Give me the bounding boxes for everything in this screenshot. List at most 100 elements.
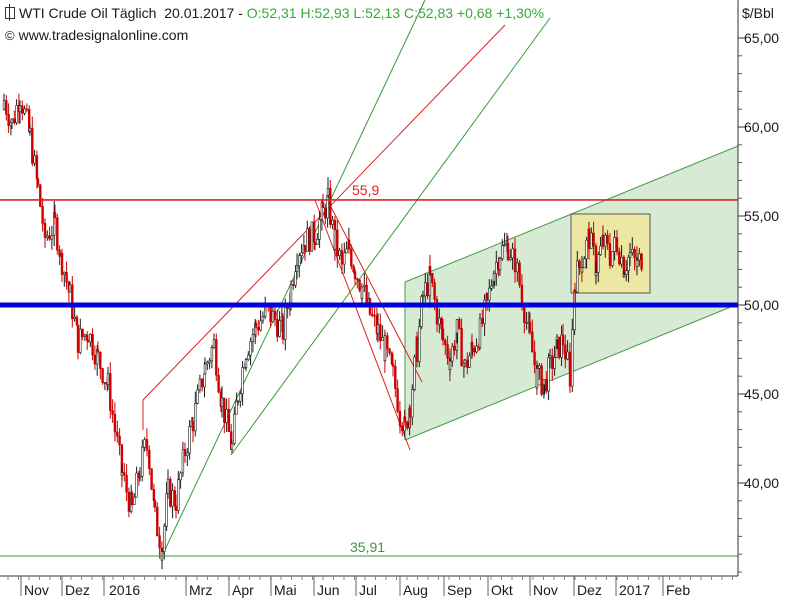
candle-up bbox=[177, 479, 180, 511]
chart-header: WTI Crude Oil Täglich 20.01.2017 - O:52,… bbox=[0, 0, 740, 48]
candle-up bbox=[141, 446, 144, 477]
candle-down bbox=[415, 336, 419, 363]
candle-down bbox=[391, 363, 395, 367]
candle-down bbox=[324, 207, 327, 219]
candle-down bbox=[460, 328, 463, 367]
candle-down bbox=[513, 249, 517, 273]
candle-down bbox=[35, 155, 39, 180]
candle-up bbox=[535, 368, 539, 389]
low-level-label: 35,91 bbox=[350, 539, 385, 555]
candle-up bbox=[278, 320, 281, 337]
candle-down bbox=[71, 284, 74, 320]
candle-up bbox=[306, 228, 309, 252]
candle-down bbox=[481, 318, 484, 324]
candle-up bbox=[448, 360, 452, 370]
candle-up bbox=[83, 334, 87, 337]
chart-fills bbox=[404, 145, 739, 441]
candle-up bbox=[106, 373, 110, 385]
candle-down bbox=[615, 240, 619, 253]
candle-up bbox=[604, 234, 607, 247]
candle-up bbox=[206, 362, 209, 365]
candle-up bbox=[289, 284, 293, 304]
candle-down bbox=[303, 245, 307, 252]
candle-down bbox=[321, 202, 325, 209]
candle-down bbox=[113, 429, 117, 433]
candle-down bbox=[558, 336, 561, 358]
candle-down bbox=[81, 328, 84, 337]
candle-up bbox=[46, 235, 49, 238]
x-month-label: Nov bbox=[24, 582, 49, 598]
x-month-label: 2016 bbox=[109, 582, 140, 598]
candle-down bbox=[633, 248, 636, 259]
candle-icon bbox=[5, 4, 15, 21]
candle-down bbox=[5, 100, 8, 115]
candle-up bbox=[244, 359, 248, 368]
candle-up bbox=[516, 262, 519, 273]
candle-up bbox=[331, 219, 334, 225]
candle-up bbox=[492, 273, 496, 282]
candle-up bbox=[220, 397, 224, 407]
candle-up bbox=[203, 363, 207, 375]
candle-down bbox=[273, 310, 277, 320]
candle-up bbox=[627, 256, 630, 271]
candle-down bbox=[433, 282, 436, 300]
candle-down bbox=[223, 397, 226, 423]
candle-up bbox=[553, 357, 556, 369]
candle-up bbox=[79, 328, 82, 353]
candle-down bbox=[401, 425, 404, 432]
candle-up bbox=[310, 221, 314, 252]
candle-up bbox=[261, 316, 265, 322]
candle-up bbox=[318, 219, 321, 240]
x-month-label: Aug bbox=[403, 582, 428, 598]
trendline-red-falling-1 bbox=[314, 199, 411, 451]
candle-down bbox=[587, 228, 591, 249]
candle-down bbox=[453, 345, 456, 351]
x-month-label: Feb bbox=[666, 582, 690, 598]
candle-down bbox=[573, 289, 577, 293]
candle-up bbox=[483, 299, 486, 324]
candle-up bbox=[438, 317, 441, 325]
candle-up bbox=[413, 356, 416, 390]
candle-down bbox=[99, 351, 102, 369]
candle-down bbox=[379, 324, 382, 341]
x-month-label: Okt bbox=[491, 582, 513, 598]
candle-down bbox=[329, 188, 332, 225]
candle-down bbox=[313, 241, 317, 245]
candle-down bbox=[545, 379, 548, 392]
chart-trendlines bbox=[142, 0, 551, 557]
source-website: www.tradesignalonline.com bbox=[18, 27, 189, 43]
candle-up bbox=[495, 261, 498, 274]
candle-up bbox=[381, 337, 384, 341]
candle-up bbox=[68, 284, 72, 293]
candle-up bbox=[345, 248, 348, 254]
candle-down bbox=[116, 431, 119, 437]
candle-down bbox=[408, 407, 412, 418]
candle-up bbox=[542, 379, 546, 385]
candle-down bbox=[65, 272, 68, 283]
x-month-label: Sep bbox=[447, 582, 472, 598]
candle-up bbox=[210, 347, 214, 362]
x-month-label: Dez bbox=[65, 582, 90, 598]
candle-up bbox=[555, 336, 559, 341]
chart-labels: 55,9 35,91 bbox=[350, 182, 385, 555]
y-tick-label: 55,00 bbox=[744, 208, 779, 224]
candle-down bbox=[441, 328, 445, 341]
candle-up bbox=[284, 307, 287, 340]
candle-down bbox=[371, 314, 374, 316]
candle-down bbox=[169, 478, 172, 507]
candle-down bbox=[148, 450, 151, 469]
candle-up bbox=[622, 274, 626, 277]
candle-up bbox=[316, 238, 319, 245]
candle-down bbox=[156, 506, 159, 537]
candle-up bbox=[638, 253, 641, 261]
candle-up bbox=[468, 355, 471, 368]
candle-down bbox=[7, 113, 10, 126]
candle-down bbox=[227, 408, 231, 432]
candle-down bbox=[540, 365, 543, 395]
candle-down bbox=[145, 440, 149, 451]
x-month-label: Apr bbox=[232, 582, 254, 598]
candle-down bbox=[183, 449, 187, 456]
candle-down bbox=[350, 248, 353, 267]
trendline-green-2 bbox=[230, 17, 551, 456]
